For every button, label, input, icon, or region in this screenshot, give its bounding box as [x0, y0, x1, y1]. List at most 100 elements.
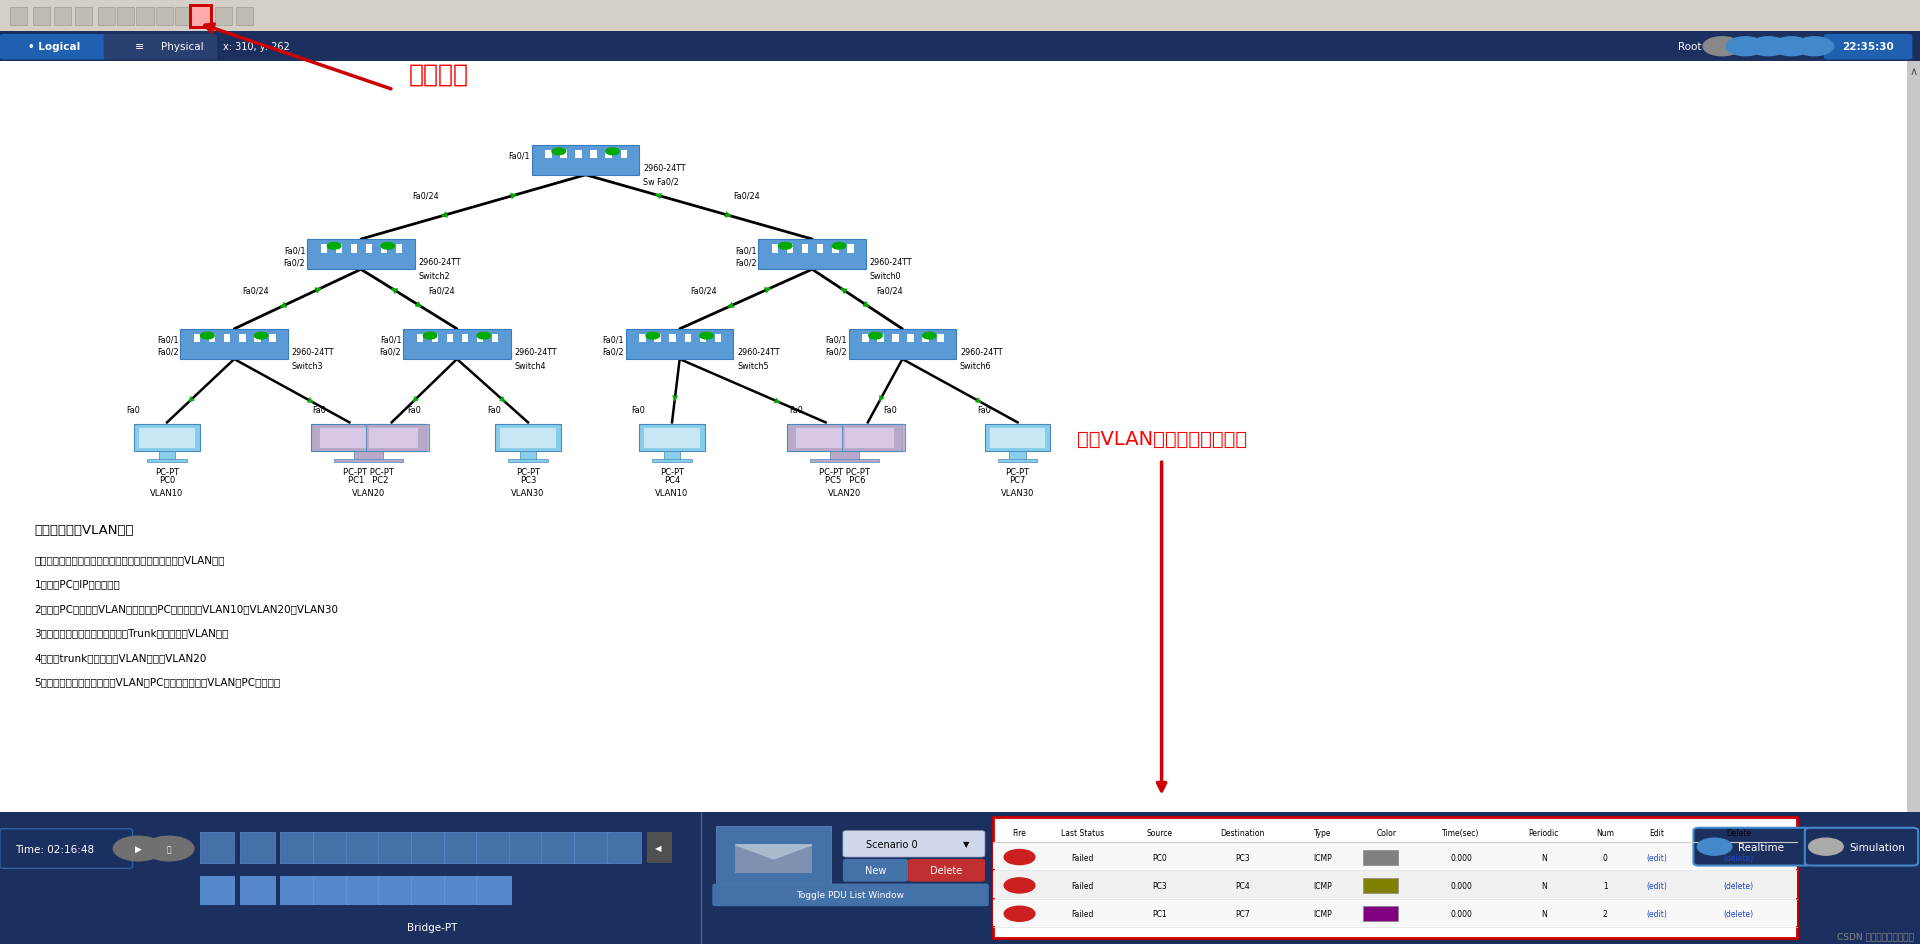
Text: PC5   PC6: PC5 PC6 [824, 476, 866, 485]
Bar [313, 833, 348, 863]
Bar [432, 335, 438, 343]
Text: PC-PT PC-PT: PC-PT PC-PT [820, 467, 870, 477]
Bar [735, 845, 812, 873]
Text: ICMP: ICMP [1313, 881, 1332, 890]
Text: ICMP: ICMP [1313, 909, 1332, 919]
Text: PC7: PC7 [1235, 909, 1250, 919]
Bar [209, 335, 215, 343]
Bar [818, 245, 824, 253]
Text: Fa0/1: Fa0/1 [380, 335, 401, 345]
Bar [346, 876, 380, 904]
Text: VLAN20: VLAN20 [351, 488, 386, 497]
Circle shape [1004, 906, 1035, 921]
Circle shape [476, 333, 492, 340]
Text: New: New [864, 866, 887, 875]
Bar [922, 335, 929, 343]
Bar [380, 245, 388, 253]
Text: VLAN20: VLAN20 [828, 488, 862, 497]
Bar [215, 8, 232, 26]
Text: Failed: Failed [1071, 909, 1094, 919]
Bar [1907, 62, 1920, 812]
Bar [319, 429, 419, 448]
Bar [476, 335, 484, 343]
Bar [847, 245, 854, 253]
Text: Fa0/24: Fa0/24 [242, 286, 269, 295]
Text: PC0: PC0 [159, 476, 175, 485]
Bar [908, 335, 914, 343]
Text: Toggle PDU List Window: Toggle PDU List Window [797, 890, 904, 900]
Circle shape [831, 244, 847, 250]
Text: 5、验证全网的互通性：同一VLAN的PC可以互访，不同VLAN的PC不能互访: 5、验证全网的互通性：同一VLAN的PC可以互访，不同VLAN的PC不能互访 [35, 677, 280, 687]
Circle shape [1697, 838, 1732, 855]
Bar [893, 335, 899, 343]
Text: Fa0: Fa0 [488, 406, 501, 414]
Text: ◀: ◀ [655, 843, 662, 852]
Bar [1363, 878, 1398, 893]
Text: Fa0/1: Fa0/1 [603, 335, 624, 345]
Text: ▼: ▼ [962, 839, 970, 849]
Text: Fire: Fire [1012, 828, 1027, 837]
Circle shape [1772, 38, 1811, 57]
Text: Fa0: Fa0 [632, 406, 645, 414]
Bar [877, 335, 883, 343]
Text: Time: 02:16:48: Time: 02:16:48 [15, 844, 94, 853]
Bar [476, 833, 511, 863]
FancyBboxPatch shape [0, 829, 132, 868]
Text: 0: 0 [1603, 852, 1607, 862]
Text: Switch0: Switch0 [870, 272, 900, 280]
Text: Fa0/1: Fa0/1 [826, 335, 847, 345]
Bar [134, 425, 200, 452]
Text: 0.000: 0.000 [1450, 881, 1473, 890]
Text: (edit): (edit) [1647, 909, 1667, 919]
Text: (edit): (edit) [1647, 852, 1667, 862]
Text: Switch5: Switch5 [737, 362, 768, 370]
Text: Time(sec): Time(sec) [1442, 828, 1480, 837]
Bar [280, 876, 315, 904]
Text: PC1: PC1 [1152, 909, 1167, 919]
Bar [369, 429, 417, 448]
Text: VLAN10: VLAN10 [150, 488, 184, 497]
Text: Fa0/1: Fa0/1 [509, 151, 530, 160]
Text: Sw Fa0/2: Sw Fa0/2 [643, 177, 680, 186]
Circle shape [868, 333, 883, 340]
FancyBboxPatch shape [843, 859, 908, 882]
Text: 2960-24TT: 2960-24TT [515, 347, 557, 357]
Text: Fa0: Fa0 [127, 406, 140, 414]
Bar [200, 833, 234, 863]
Text: PC3: PC3 [520, 476, 536, 485]
Bar [831, 245, 839, 253]
Text: (delete): (delete) [1724, 852, 1753, 862]
Bar [664, 452, 680, 461]
Text: 0.000: 0.000 [1450, 909, 1473, 919]
Text: Root: Root [1678, 42, 1701, 52]
Bar [714, 335, 722, 343]
Circle shape [1749, 38, 1788, 57]
FancyBboxPatch shape [1693, 828, 1811, 866]
Text: Delete: Delete [931, 866, 962, 875]
Bar [444, 876, 478, 904]
Text: PC1   PC2: PC1 PC2 [348, 476, 390, 485]
Bar [321, 245, 326, 253]
Bar [492, 335, 499, 343]
Text: 如图建设三层结构的局域网络，技术要求完成对网络的VLAN配置: 如图建设三层结构的局域网络，技术要求完成对网络的VLAN配置 [35, 554, 225, 565]
Text: Num: Num [1596, 828, 1615, 837]
Bar [156, 8, 173, 26]
Text: Fa0/2: Fa0/2 [603, 347, 624, 357]
Bar [647, 833, 672, 863]
Bar [1363, 850, 1398, 865]
Bar [307, 240, 415, 270]
Text: PC7: PC7 [1010, 476, 1025, 485]
Bar [253, 335, 261, 343]
Bar [993, 843, 1797, 869]
FancyBboxPatch shape [843, 831, 985, 857]
Text: Fa0/2: Fa0/2 [380, 347, 401, 357]
Text: VLAN30: VLAN30 [1000, 488, 1035, 497]
Bar [501, 429, 555, 448]
Text: Fa0/2: Fa0/2 [284, 258, 305, 267]
Text: Source: Source [1146, 828, 1173, 837]
FancyBboxPatch shape [104, 35, 217, 60]
Bar [353, 452, 384, 461]
Text: Fa0: Fa0 [313, 406, 326, 414]
Circle shape [144, 836, 194, 861]
Text: PC-PT PC-PT: PC-PT PC-PT [344, 467, 394, 477]
